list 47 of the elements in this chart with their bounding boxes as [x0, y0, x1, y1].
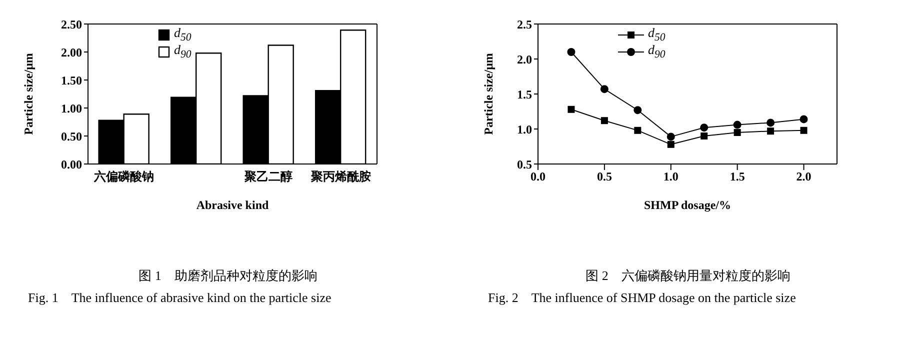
point — [666, 132, 675, 141]
x-tick-label: 聚丙烯酰胺 — [310, 170, 371, 184]
caption: 图 1 助磨剂品种对粒度的影响 — [138, 267, 318, 285]
point — [634, 126, 642, 134]
point — [634, 106, 642, 114]
y-tick-label: 1.00 — [61, 101, 82, 116]
x-tick-label: 聚乙二醇 — [244, 170, 293, 184]
x-tick-label: 1.5 — [730, 170, 745, 184]
y-tick-label: 2.00 — [61, 45, 82, 60]
point — [767, 128, 774, 135]
y-tick-label: 2.5 — [517, 17, 532, 32]
caption: 图 2 六偏磷酸钠用量对粒度的影响 — [584, 267, 792, 285]
point — [800, 126, 808, 134]
caption: Fig. 2 The influence of SHMP dosage on the particle size — [488, 289, 797, 307]
point — [734, 129, 741, 136]
point — [700, 132, 708, 140]
point — [667, 140, 674, 148]
y-axis-title: Particle size/μm — [21, 53, 36, 135]
y-tick-label: 2.0 — [517, 52, 532, 66]
y-tick-label: 1.50 — [61, 73, 82, 88]
y-tick-label: 1.0 — [517, 122, 532, 136]
y-tick-label: 0.5 — [517, 157, 532, 172]
point — [600, 117, 608, 124]
point — [733, 120, 742, 129]
x-tick-label: 六偏磷酸钠 — [93, 170, 154, 184]
x-tick-label: 2.0 — [796, 170, 812, 184]
point — [700, 124, 708, 132]
legend-label: d$_{50}$ — [174, 25, 192, 44]
y-tick-label: 0.50 — [61, 129, 82, 144]
x-tick-label: 1.0 — [663, 170, 678, 184]
legend-label: d$_{50}$ — [648, 25, 666, 44]
y-tick-label: 0.00 — [61, 157, 82, 172]
point — [800, 115, 808, 124]
x-axis-title: Abrasive kind — [196, 198, 269, 212]
caption: Fig. 1 The influence of abrasive kind on the particle size — [28, 289, 332, 307]
legend-label: d$_{90}$ — [174, 42, 192, 61]
x-tick-label: 0.0 — [530, 170, 546, 184]
y-tick-label: 1.5 — [517, 87, 532, 102]
point — [568, 106, 575, 113]
y-axis-title: Particle size/μm — [481, 53, 496, 135]
y-tick-label: 2.50 — [61, 17, 82, 32]
legend-label: d$_{90}$ — [648, 42, 666, 61]
x-axis-title: SHMP dosage/% — [644, 198, 732, 212]
point — [600, 85, 608, 94]
point — [766, 118, 775, 127]
x-tick-label: 0.5 — [596, 170, 612, 184]
point — [567, 48, 576, 56]
